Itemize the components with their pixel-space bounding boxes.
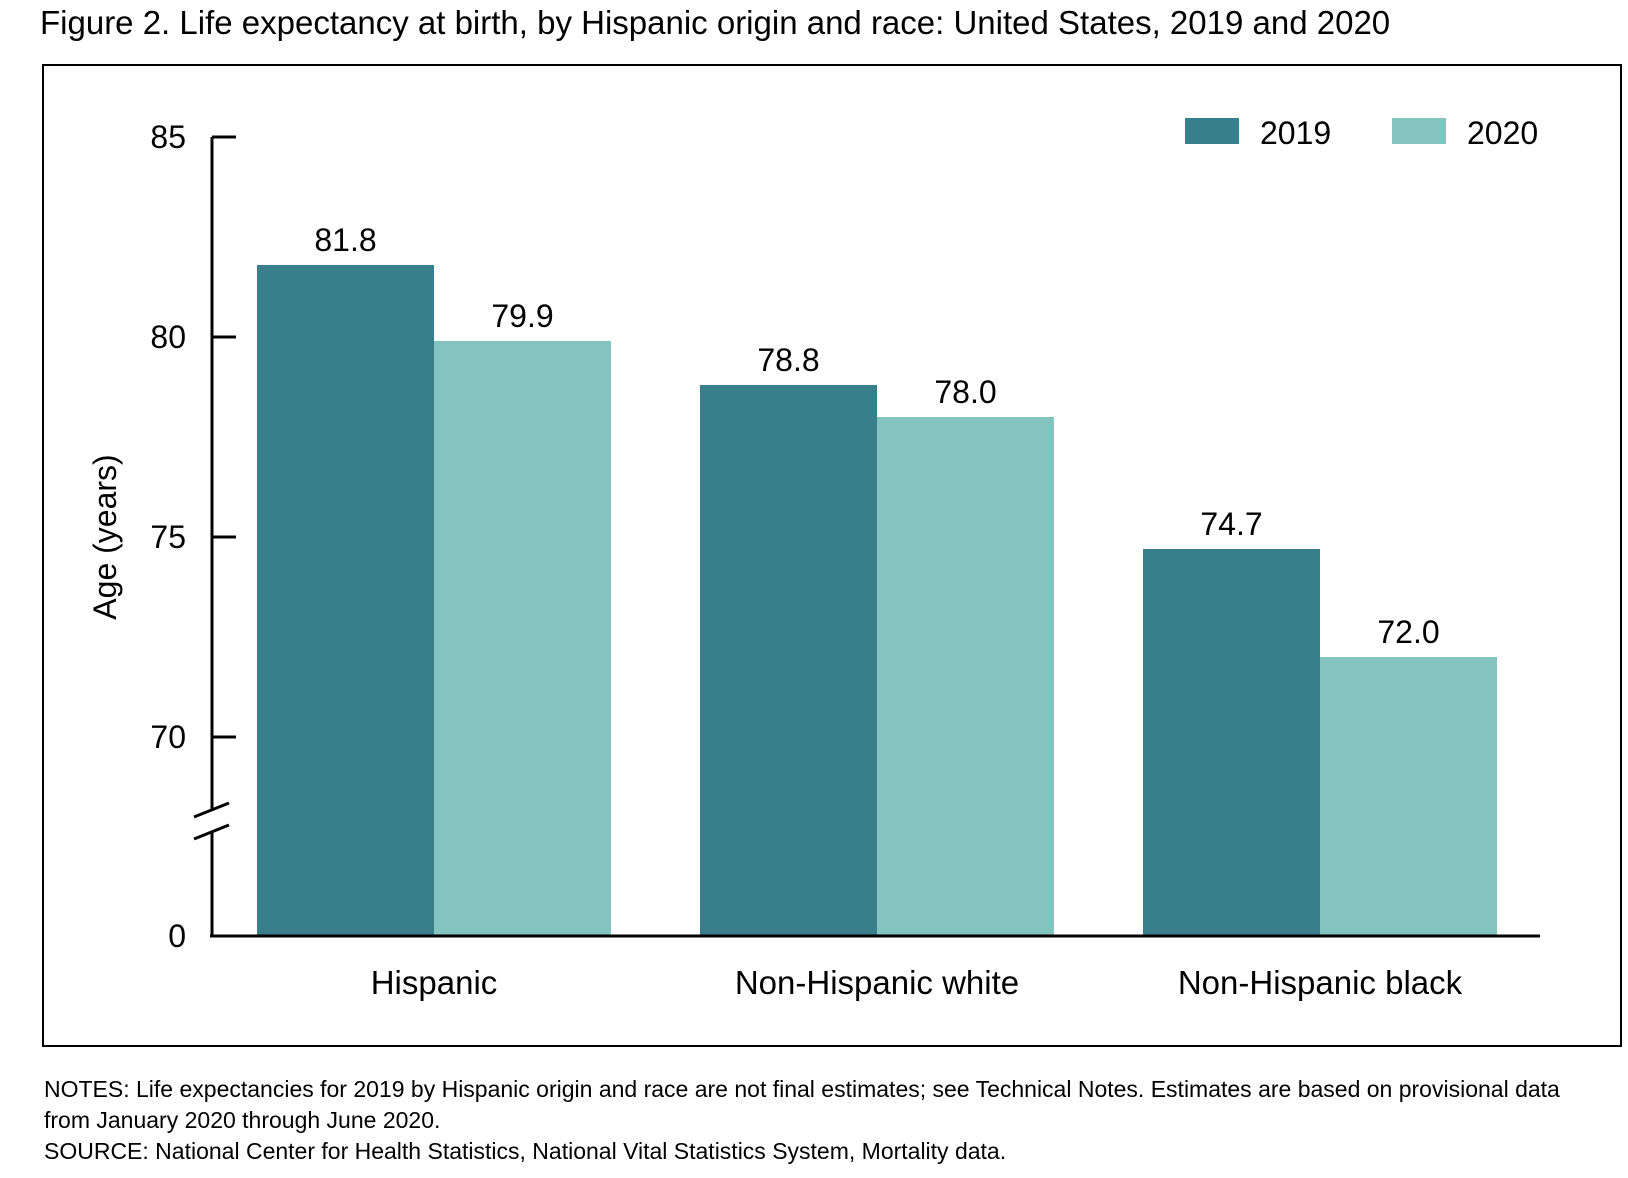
bar-2019-1 bbox=[700, 385, 877, 936]
bar-2020-2 bbox=[1320, 657, 1497, 936]
bar-2020-0 bbox=[434, 341, 611, 936]
bar-2019-0 bbox=[257, 265, 434, 936]
data-label-2020-0: 79.9 bbox=[491, 298, 553, 334]
data-label-2019-2: 74.7 bbox=[1200, 506, 1262, 542]
data-label-2019-0: 81.8 bbox=[314, 222, 376, 258]
chart-frame bbox=[42, 64, 1622, 1047]
y-tick-label-3: 80 bbox=[150, 319, 186, 355]
bar-2020-1 bbox=[877, 417, 1054, 936]
x-tick-label-1: Non-Hispanic white bbox=[735, 964, 1019, 1001]
y-axis-title: Age (years) bbox=[87, 454, 123, 619]
legend-swatch-2019 bbox=[1185, 118, 1239, 144]
y-tick-label-1: 70 bbox=[150, 719, 186, 755]
data-label-2019-1: 78.8 bbox=[757, 342, 819, 378]
legend-swatch-2020 bbox=[1392, 118, 1446, 144]
bar-chart: 81.8 79.9 Hispanic 78.8 78.0 Non-Hispanic whi… bbox=[87, 115, 1540, 1001]
data-label-2020-1: 78.0 bbox=[934, 374, 996, 410]
data-label-2020-2: 72.0 bbox=[1377, 614, 1439, 650]
y-tick-label-2: 75 bbox=[150, 519, 186, 555]
y-tick-label-0: 0 bbox=[168, 918, 186, 954]
legend-label-2019: 2019 bbox=[1260, 115, 1331, 151]
x-tick-label-2: Non-Hispanic black bbox=[1178, 964, 1463, 1001]
figure-notes: NOTES: Life expectancies for 2019 by His… bbox=[44, 1074, 1604, 1167]
y-tick-label-4: 85 bbox=[150, 119, 186, 155]
source-text: SOURCE: National Center for Health Stati… bbox=[44, 1138, 1007, 1164]
figure-title: Figure 2. Life expectancy at birth, by H… bbox=[40, 4, 1391, 41]
x-tick-label-0: Hispanic bbox=[371, 964, 498, 1001]
legend-label-2020: 2020 bbox=[1467, 115, 1538, 151]
axis-break-mark-upper bbox=[193, 801, 230, 819]
notes-text: NOTES: Life expectancies for 2019 by His… bbox=[44, 1076, 1560, 1133]
axis-break-mark-lower bbox=[193, 823, 230, 841]
bar-2019-2 bbox=[1143, 549, 1320, 936]
